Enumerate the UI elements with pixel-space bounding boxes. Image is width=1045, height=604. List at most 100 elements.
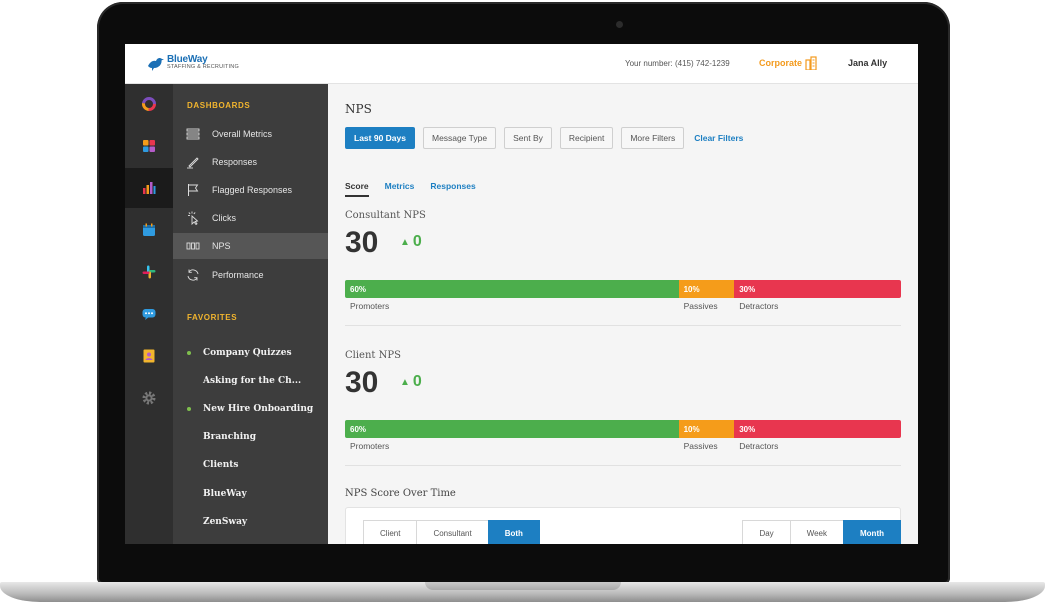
brand-tagline: STAFFING & RECRUITING	[167, 64, 239, 71]
client-nps-bar: 60% 10% 30%	[345, 420, 901, 438]
favorite-dot	[187, 407, 191, 411]
passives-segment: 10%	[678, 280, 735, 298]
favorite-label: Asking for the Ch...	[203, 376, 302, 386]
rail-calendar[interactable]	[125, 210, 173, 250]
cursor-click-icon	[188, 211, 199, 225]
passives-segment: 10%	[678, 420, 735, 438]
section-divider	[345, 465, 901, 466]
nav-item-overall-metrics[interactable]: Overall Metrics	[173, 121, 328, 147]
filter-date-range-button[interactable]: Last 90 Days	[345, 127, 415, 149]
nav-item-label: NPS	[212, 241, 231, 251]
favorite-branching[interactable]: Branching	[173, 424, 328, 450]
delta-value: 0	[412, 373, 422, 390]
account-switcher[interactable]: Corporate	[759, 56, 817, 70]
consultant-nps-delta: ▲ 0	[400, 233, 422, 251]
favorite-company-quizzes[interactable]: Company Quizzes	[173, 340, 328, 366]
filter-sent-by-button[interactable]: Sent By	[504, 127, 552, 149]
favorite-blueway[interactable]: BlueWay	[173, 481, 328, 507]
favorite-label: New Hire Onboarding	[203, 404, 314, 414]
favorite-asking-for-the-ch[interactable]: Asking for the Ch...	[173, 368, 328, 394]
slack-icon	[142, 265, 156, 279]
clear-filters-link[interactable]: Clear Filters	[694, 133, 744, 143]
nav-item-clicks[interactable]: Clicks	[173, 205, 328, 231]
list-icon	[186, 128, 200, 140]
nav-item-responses[interactable]: Responses	[173, 149, 328, 175]
icon-rail	[125, 84, 173, 544]
consultant-nps-bar: 60% 10% 30%	[345, 280, 901, 298]
nps-icon	[186, 242, 200, 250]
detractors-label: Detractors	[739, 441, 779, 451]
logo-text: BlueWay STAFFING & RECRUITING	[167, 55, 239, 71]
up-arrow-icon: ▲	[400, 376, 410, 388]
over-time-title: NPS Score Over Time	[345, 488, 456, 499]
consultant-nps-score: 30	[345, 226, 379, 259]
passives-label: Passives	[683, 441, 718, 451]
account-name: Corporate	[759, 58, 803, 68]
favorite-zensway[interactable]: ZenSway	[173, 509, 328, 535]
section-divider	[345, 325, 901, 326]
client-nps-bar-labels: Promoters Passives Detractors	[345, 441, 901, 453]
rail-analytics[interactable]	[125, 168, 173, 208]
page-title: NPS	[345, 102, 372, 116]
rail-contacts[interactable]	[125, 336, 173, 376]
filter-recipient-button[interactable]: Recipient	[559, 127, 614, 149]
rail-blocks[interactable]	[125, 126, 173, 166]
dashboards-heading: DASHBOARDS	[187, 101, 251, 110]
period-day-button[interactable]: Day	[742, 520, 790, 544]
gear-icon	[142, 391, 156, 405]
audience-client-button[interactable]: Client	[363, 520, 417, 544]
nav-item-label: Performance	[212, 270, 264, 280]
rail-settings[interactable]	[125, 378, 173, 418]
rail-donut[interactable]	[125, 84, 173, 124]
audience-consultant-button[interactable]: Consultant	[416, 520, 488, 544]
over-time-card: Client Consultant Both Day Week Month	[345, 507, 901, 544]
donut-chart-icon	[142, 97, 156, 111]
delta-value: 0	[412, 233, 422, 250]
flag-icon	[188, 184, 199, 196]
nav-item-performance[interactable]: Performance	[173, 262, 328, 288]
up-arrow-icon: ▲	[400, 236, 410, 248]
phone-number: Your number: (415) 742-1239	[625, 59, 730, 68]
passives-label: Passives	[683, 301, 718, 311]
promoters-label: Promoters	[350, 301, 390, 311]
contacts-icon	[143, 349, 155, 363]
nav-item-label: Flagged Responses	[212, 185, 293, 195]
nav-item-nps[interactable]: NPS	[173, 233, 328, 259]
nav-item-label: Overall Metrics	[212, 129, 273, 139]
favorite-label: Clients	[203, 460, 239, 470]
client-nps-delta: ▲ 0	[400, 373, 422, 391]
audience-toggle: Client Consultant Both	[363, 520, 540, 544]
chat-icon	[142, 309, 156, 320]
tab-responses[interactable]: Responses	[430, 181, 476, 191]
filter-message-type-button[interactable]: Message Type	[422, 127, 497, 149]
laptop-base	[0, 582, 1045, 602]
nav-item-flagged-responses[interactable]: Flagged Responses	[173, 177, 328, 203]
period-week-button[interactable]: Week	[789, 520, 843, 544]
laptop-notch	[425, 582, 621, 590]
period-month-button[interactable]: Month	[843, 520, 901, 544]
more-filters-button[interactable]: More Filters	[621, 127, 685, 149]
audience-both-button[interactable]: Both	[487, 520, 540, 544]
brand-logo[interactable]: BlueWay STAFFING & RECRUITING	[145, 53, 239, 73]
favorite-new-hire-onboarding[interactable]: New Hire Onboarding	[173, 396, 328, 422]
consultant-nps-bar-labels: Promoters Passives Detractors	[345, 301, 901, 313]
user-menu[interactable]: Jana Ally	[848, 58, 888, 68]
favorite-label: Branching	[203, 432, 257, 442]
consultant-nps-label: Consultant NPS	[345, 210, 426, 221]
tab-score[interactable]: Score	[345, 181, 369, 197]
tab-metrics[interactable]: Metrics	[384, 181, 415, 191]
favorite-clients[interactable]: Clients	[173, 452, 328, 478]
client-nps-label: Client NPS	[345, 350, 401, 361]
app-screen: BlueWay STAFFING & RECRUITING Your numbe…	[125, 44, 918, 544]
nav-item-label: Responses	[212, 157, 258, 167]
bird-logo-icon	[148, 57, 164, 71]
nav-item-label: Clicks	[212, 213, 236, 223]
pencil-icon	[187, 157, 199, 169]
building-icon	[805, 56, 817, 70]
promoters-segment: 60%	[345, 420, 679, 438]
calendar-icon	[143, 223, 155, 236]
grid-blocks-icon	[143, 140, 155, 152]
rail-chat[interactable]	[125, 294, 173, 334]
rail-slack[interactable]	[125, 252, 173, 292]
brand-name: BlueWay	[167, 54, 208, 66]
